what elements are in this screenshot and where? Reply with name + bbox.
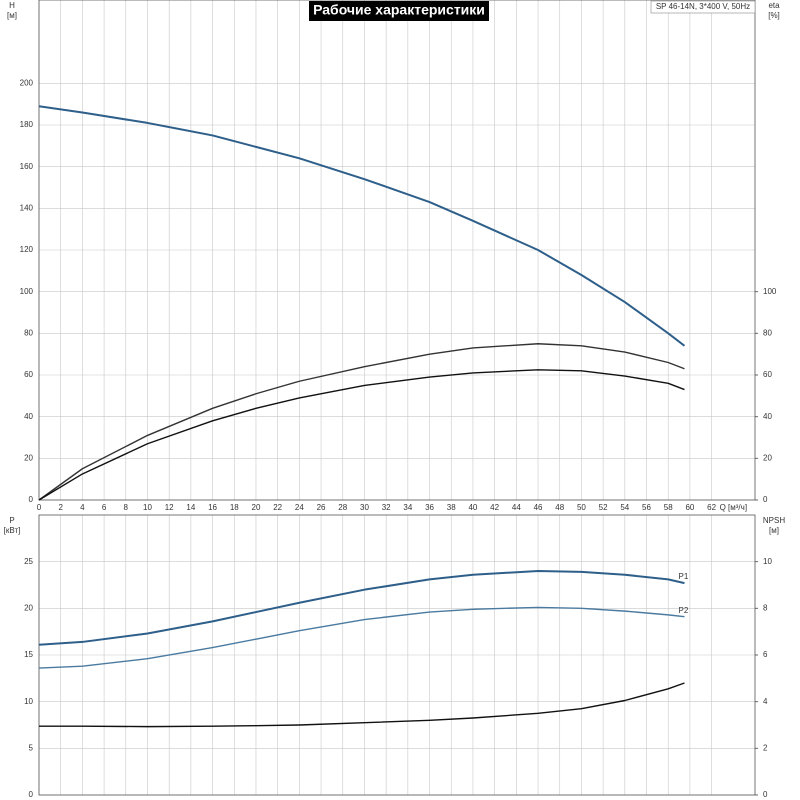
y2-tick-label: 4	[763, 697, 768, 706]
y2-tick-label: 6	[763, 650, 768, 659]
y-tick-label: 10	[24, 697, 33, 706]
x-axis-label: Q [м³/ч]	[720, 503, 747, 512]
x-tick-label: 16	[208, 503, 217, 512]
y2-tick-label: 0	[763, 790, 768, 799]
y-axis-label: [м]	[7, 11, 17, 20]
x-tick-label: 56	[642, 503, 651, 512]
y2-axis-label: [%]	[768, 11, 780, 20]
y-tick-label: 40	[24, 412, 33, 421]
y-tick-label: 5	[29, 743, 34, 752]
y-tick-label: 160	[20, 162, 34, 171]
y-axis-label: H	[9, 1, 15, 10]
title-box	[309, 1, 489, 21]
series-line	[39, 682, 685, 728]
y-tick-label: 180	[20, 120, 34, 129]
x-tick-label: 44	[512, 503, 521, 512]
x-tick-label: 58	[664, 503, 673, 512]
y2-axis-label: eta	[768, 1, 780, 10]
y-tick-label: 15	[24, 650, 33, 659]
x-tick-label: 30	[360, 503, 369, 512]
y-tick-label: 20	[24, 453, 33, 462]
y-tick-label: 140	[20, 203, 34, 212]
x-tick-label: 48	[555, 503, 564, 512]
x-tick-label: 40	[468, 503, 477, 512]
x-tick-label: 8	[124, 503, 129, 512]
x-tick-label: 12	[165, 503, 174, 512]
x-tick-label: 2	[58, 503, 63, 512]
y-tick-label: 60	[24, 370, 33, 379]
plot-frame	[38, 0, 756, 501]
y-tick-label: 25	[24, 557, 33, 566]
y2-tick-label: 20	[763, 453, 772, 462]
y2-axis-label: [м]	[769, 526, 779, 535]
y-axis-label: P	[9, 516, 14, 525]
plot-frame	[38, 514, 756, 796]
y2-tick-label: 40	[763, 412, 772, 421]
y-tick-label: 80	[24, 328, 33, 337]
y-tick-label: 100	[20, 287, 34, 296]
y2-axis-label: NPSH	[763, 516, 785, 525]
y2-tick-label: 2	[763, 743, 768, 752]
x-tick-label: 18	[230, 503, 239, 512]
x-tick-label: 46	[534, 503, 543, 512]
x-tick-label: 36	[425, 503, 434, 512]
series-line	[38, 606, 685, 669]
x-tick-label: 14	[186, 503, 195, 512]
x-tick-label: 10	[143, 503, 152, 512]
x-tick-label: 60	[685, 503, 694, 512]
subtitle-box	[650, 0, 756, 14]
x-tick-label: 28	[338, 503, 347, 512]
y-tick-label: 0	[29, 495, 34, 504]
y-tick-label: 20	[24, 603, 33, 612]
y-tick-label: 0	[29, 790, 34, 799]
x-tick-label: 6	[102, 503, 107, 512]
x-tick-label: 20	[252, 503, 261, 512]
series-line	[38, 369, 685, 501]
y2-tick-label: 60	[763, 370, 772, 379]
y-tick-label: 200	[20, 78, 34, 87]
x-tick-label: 26	[317, 503, 326, 512]
series-line	[38, 343, 685, 501]
y2-tick-label: 10	[763, 557, 772, 566]
y2-tick-label: 8	[763, 603, 768, 612]
x-tick-label: 4	[80, 503, 85, 512]
chart-subtitle: SP 46-14N, 3*400 V, 50Hz	[656, 2, 750, 11]
x-tick-label: 22	[273, 503, 282, 512]
x-tick-label: 34	[403, 503, 412, 512]
x-tick-label: 54	[620, 503, 629, 512]
x-tick-label: 24	[295, 503, 304, 512]
y2-tick-label: 0	[763, 495, 768, 504]
y2-tick-label: 80	[763, 328, 772, 337]
y-axis-label: [кВт]	[4, 526, 21, 535]
series-line	[38, 105, 686, 347]
x-tick-label: 62	[707, 503, 716, 512]
x-tick-label: 0	[37, 503, 42, 512]
x-tick-label: 42	[490, 503, 499, 512]
series-label: P1	[678, 572, 688, 581]
x-tick-label: 32	[382, 503, 391, 512]
chart-title: Рабочие характеристики	[313, 2, 485, 18]
y-tick-label: 120	[20, 245, 34, 254]
x-tick-label: 50	[577, 503, 586, 512]
series-label: P2	[678, 606, 688, 615]
x-tick-label: 52	[599, 503, 608, 512]
x-tick-label: 38	[447, 503, 456, 512]
y2-tick-label: 100	[763, 287, 777, 296]
series-line	[38, 570, 685, 646]
